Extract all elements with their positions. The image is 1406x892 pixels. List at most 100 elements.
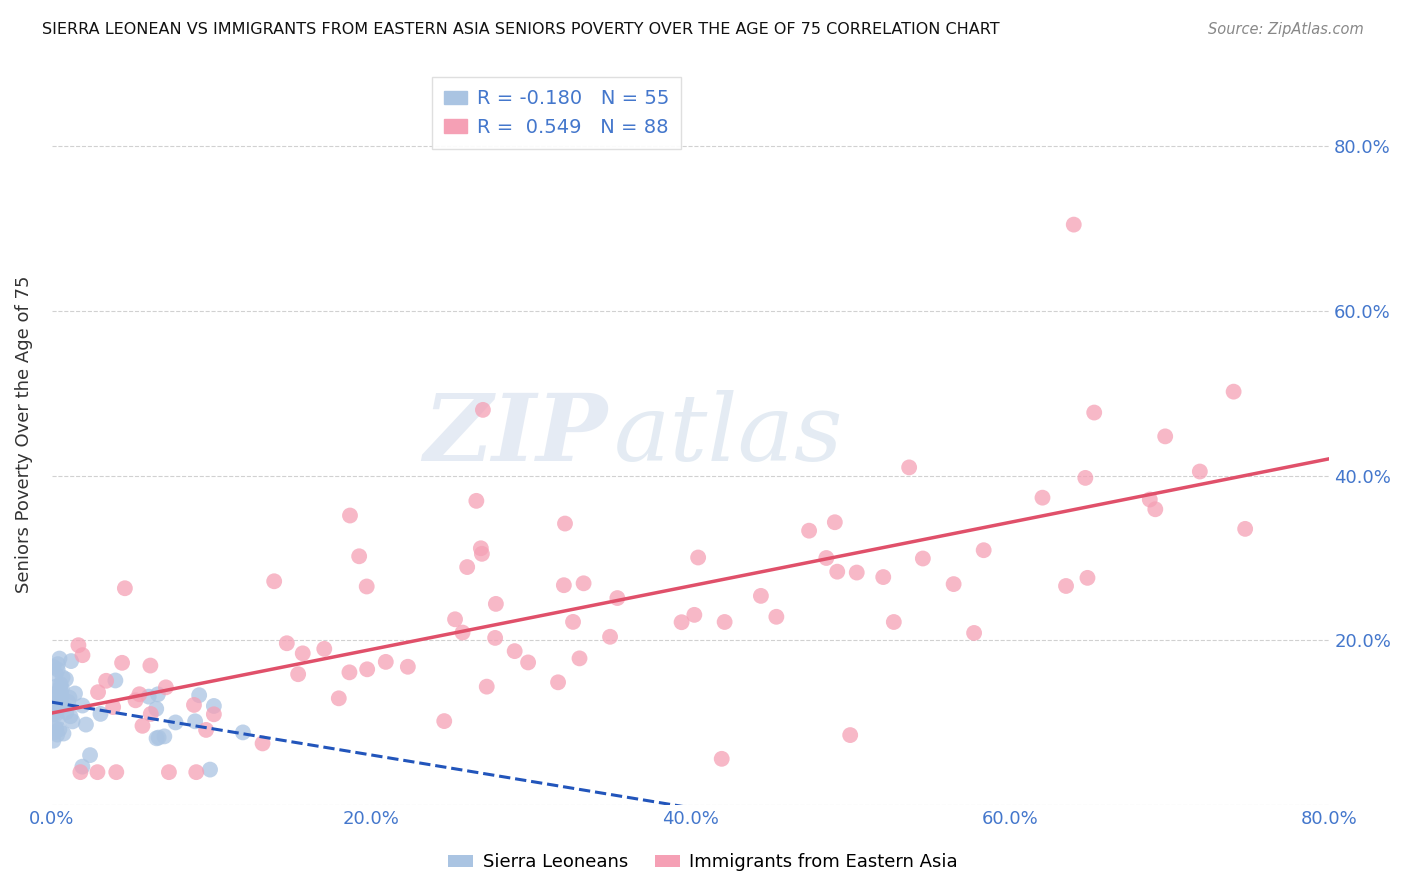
Point — [45, 722, 67, 736]
Point — [48, 723, 70, 737]
Point — [87, 685, 110, 699]
Point — [139, 658, 162, 673]
Point — [572, 576, 595, 591]
Point — [1154, 429, 1177, 443]
Point — [51, 681, 73, 696]
Point — [49, 677, 72, 691]
Point — [872, 570, 894, 584]
Point — [42, 733, 65, 747]
Point — [46, 657, 69, 672]
Point — [517, 656, 540, 670]
Point — [145, 731, 167, 746]
Point — [263, 574, 285, 589]
Point — [347, 549, 370, 564]
Point — [465, 494, 488, 508]
Point — [44, 704, 66, 718]
Point — [554, 516, 576, 531]
Point — [139, 706, 162, 721]
Point — [49, 681, 72, 696]
Point — [444, 612, 467, 626]
Point — [52, 726, 75, 740]
Point — [433, 714, 456, 728]
Point — [45, 667, 67, 681]
Point — [195, 723, 218, 737]
Point — [111, 656, 134, 670]
Point — [824, 515, 846, 529]
Point — [291, 646, 314, 660]
Point — [1222, 384, 1244, 399]
Point — [157, 765, 180, 780]
Point — [45, 707, 67, 722]
Point — [797, 524, 820, 538]
Point — [1076, 571, 1098, 585]
Point — [188, 688, 211, 702]
Point — [1144, 502, 1167, 516]
Point — [547, 675, 569, 690]
Point — [568, 651, 591, 665]
Point — [94, 673, 117, 688]
Point — [49, 698, 72, 713]
Y-axis label: Seniors Poverty Over the Age of 75: Seniors Poverty Over the Age of 75 — [15, 276, 32, 593]
Point — [72, 759, 94, 773]
Point — [51, 688, 73, 702]
Point — [42, 707, 65, 722]
Point — [287, 667, 309, 681]
Point — [155, 681, 177, 695]
Point — [470, 541, 492, 556]
Point — [48, 651, 70, 665]
Point — [48, 692, 70, 706]
Point — [67, 638, 90, 652]
Point — [46, 728, 69, 742]
Point — [1074, 471, 1097, 485]
Point — [79, 748, 101, 763]
Point — [839, 728, 862, 742]
Point — [1054, 579, 1077, 593]
Text: ZIP: ZIP — [423, 390, 607, 480]
Point — [45, 690, 67, 705]
Point — [51, 692, 73, 706]
Point — [46, 713, 69, 727]
Point — [471, 402, 494, 417]
Text: atlas: atlas — [614, 390, 844, 480]
Point — [710, 752, 733, 766]
Point — [49, 698, 72, 713]
Point — [183, 698, 205, 712]
Point — [104, 673, 127, 688]
Point — [184, 714, 207, 729]
Point — [63, 686, 86, 700]
Point — [60, 654, 83, 668]
Point — [484, 631, 506, 645]
Point — [911, 551, 934, 566]
Point — [1139, 492, 1161, 507]
Legend: R = -0.180   N = 55, R =  0.549   N = 88: R = -0.180 N = 55, R = 0.549 N = 88 — [432, 78, 681, 149]
Point — [1234, 522, 1257, 536]
Point — [606, 591, 628, 605]
Point — [1063, 218, 1085, 232]
Point — [128, 687, 150, 701]
Point — [553, 578, 575, 592]
Point — [138, 690, 160, 704]
Point — [44, 725, 66, 739]
Point — [124, 693, 146, 707]
Point — [451, 625, 474, 640]
Point — [683, 607, 706, 622]
Text: SIERRA LEONEAN VS IMMIGRANTS FROM EASTERN ASIA SENIORS POVERTY OVER THE AGE OF 7: SIERRA LEONEAN VS IMMIGRANTS FROM EASTER… — [42, 22, 1000, 37]
Point — [713, 615, 735, 629]
Point — [1188, 465, 1211, 479]
Point — [62, 714, 84, 729]
Point — [42, 701, 65, 715]
Point — [475, 680, 498, 694]
Point — [825, 565, 848, 579]
Point — [898, 460, 921, 475]
Point — [562, 615, 585, 629]
Point — [339, 508, 361, 523]
Point — [396, 659, 419, 673]
Point — [56, 695, 79, 709]
Point — [356, 662, 378, 676]
Point — [165, 715, 187, 730]
Point — [973, 543, 995, 558]
Point — [599, 630, 621, 644]
Point — [328, 691, 350, 706]
Point — [845, 566, 868, 580]
Point — [749, 589, 772, 603]
